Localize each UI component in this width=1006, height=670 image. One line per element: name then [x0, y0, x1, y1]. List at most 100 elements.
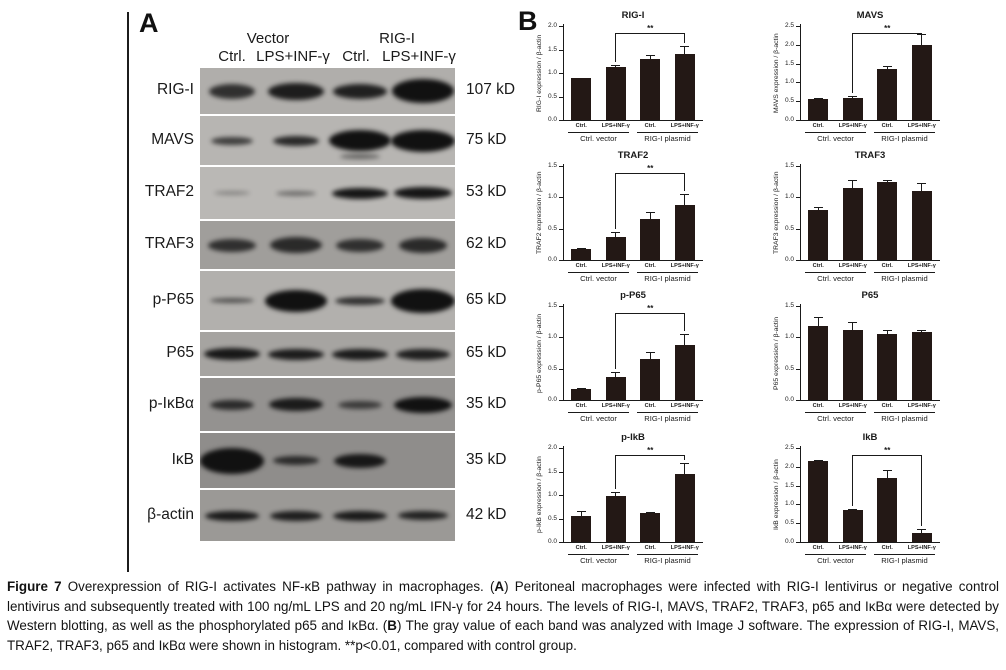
- error-bar: [684, 45, 686, 55]
- y-tick-label: 1.0: [784, 333, 794, 341]
- y-tick: [796, 260, 800, 261]
- bar: [640, 512, 661, 542]
- y-tick-label: 0.0: [784, 256, 794, 263]
- x-tick-label: LPS+INF-γ: [670, 263, 699, 269]
- error-bar-cap: [680, 333, 690, 335]
- error-bar: [615, 491, 617, 497]
- x-tick-label: LPS+INF-γ: [838, 403, 867, 409]
- band: [204, 348, 260, 360]
- y-tick-label: 1.5: [784, 59, 794, 67]
- error-bar: [615, 371, 617, 378]
- group-label: Ctrl. vector: [817, 274, 854, 283]
- panel-b: B RIG-I RIG-I expression / β-actin 0.0 0.5 1…: [510, 0, 1006, 576]
- group-underline: [568, 554, 629, 555]
- y-tick-label: 2.0: [784, 40, 794, 48]
- y-tick: [796, 466, 800, 468]
- y-tick-label: 2.0: [784, 462, 794, 470]
- bar: [674, 344, 695, 400]
- y-tick: [796, 101, 800, 103]
- error-bar-cap: [813, 206, 823, 208]
- y-tick-label: 0.5: [547, 514, 557, 522]
- band: [333, 510, 387, 521]
- error-bar: [921, 528, 923, 533]
- caption-segment: B: [387, 618, 397, 634]
- error-bar-cap: [680, 45, 690, 47]
- error-bar-cap: [848, 322, 858, 324]
- bar: [640, 58, 661, 120]
- sig-label: **: [647, 24, 654, 33]
- band: [338, 400, 382, 409]
- bar-chart-RIG-I: RIG-I RIG-I expression / β-actin 0.0 0.5 1.0…: [518, 8, 753, 148]
- x-axis-line: [800, 120, 940, 121]
- group-label: Ctrl. vector: [817, 134, 854, 143]
- y-tick: [559, 49, 563, 51]
- band: [200, 447, 264, 474]
- lane-header: LPS+INF-γ: [382, 48, 456, 65]
- group-label: Ctrl. vector: [817, 556, 854, 565]
- bar: [911, 44, 932, 120]
- y-axis-label: P65 expression / β-actin: [773, 316, 780, 390]
- bar: [605, 377, 626, 400]
- blot-image: [200, 271, 455, 330]
- y-tick-label: 1.0: [547, 333, 557, 341]
- band: [211, 136, 253, 145]
- error-bar-cap: [882, 469, 892, 471]
- y-tick: [559, 73, 563, 74]
- y-tick: [796, 197, 800, 199]
- y-tick-label: 0.0: [784, 538, 794, 545]
- chart-title: TRAF2: [617, 150, 649, 161]
- bar: [571, 389, 592, 400]
- band: [210, 298, 254, 303]
- y-tick: [559, 542, 563, 543]
- x-tick-label: Ctrl.: [575, 403, 587, 409]
- x-axis-line: [563, 120, 703, 121]
- y-tick-label: 0.5: [784, 224, 794, 232]
- group-underline: [874, 412, 935, 413]
- band: [394, 396, 452, 413]
- x-tick-label: LPS+INF-γ: [907, 403, 936, 409]
- sig-bracket: [852, 33, 922, 34]
- sig-label: **: [884, 24, 891, 33]
- chart-title: RIG-I: [621, 10, 645, 21]
- y-tick: [796, 337, 800, 339]
- band: [276, 190, 316, 196]
- y-axis-label: TRAF2 expression / β-actin: [536, 171, 543, 255]
- y-axis-label: IkB expression / β-actin: [773, 459, 780, 531]
- band: [333, 83, 387, 99]
- bar: [808, 99, 829, 120]
- bar-chart-IkB: IkB IkB expression / β-actin 0.0 0.5 1.0 1.5 2…: [755, 430, 990, 570]
- sig-label: **: [647, 304, 654, 313]
- y-tick: [796, 504, 800, 506]
- error-bar-cap: [813, 459, 823, 461]
- band: [396, 348, 450, 360]
- bar: [571, 77, 592, 120]
- band: [332, 348, 388, 360]
- x-axis-line: [563, 260, 703, 261]
- figure-caption: Figure 7 Overexpression of RIG-I activat…: [7, 577, 999, 656]
- group-underline: [874, 132, 935, 133]
- bar: [877, 334, 898, 400]
- band: [273, 135, 319, 146]
- group-label: Ctrl. vector: [817, 414, 854, 423]
- sig-label: **: [647, 446, 654, 455]
- lane-header: Ctrl.: [218, 48, 246, 65]
- band: [268, 348, 324, 360]
- bar: [877, 69, 898, 120]
- y-tick: [559, 495, 563, 496]
- band: [398, 511, 448, 520]
- y-tick: [796, 120, 800, 121]
- blot-image: [200, 221, 455, 269]
- y-tick: [796, 523, 800, 525]
- bar: [674, 474, 695, 542]
- y-tick-label: 0.0: [547, 538, 557, 545]
- y-tick: [559, 197, 563, 199]
- blot-image: [200, 378, 455, 431]
- kd-label: 65 kD: [466, 290, 507, 308]
- group-header-vector: Vector: [246, 30, 290, 47]
- y-tick-label: 1.0: [784, 500, 794, 508]
- blot-image: [200, 116, 455, 165]
- y-tick-label: 1.0: [784, 78, 794, 86]
- y-tick: [559, 96, 563, 98]
- sig-bracket: [615, 33, 685, 34]
- error-bar: [852, 179, 854, 188]
